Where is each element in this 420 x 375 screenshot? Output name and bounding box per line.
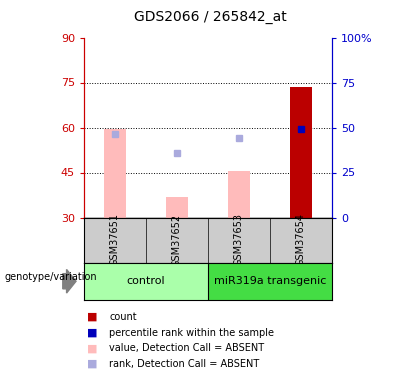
Text: rank, Detection Call = ABSENT: rank, Detection Call = ABSENT	[109, 359, 260, 369]
Text: ■: ■	[87, 344, 98, 353]
Text: ■: ■	[87, 328, 98, 338]
Bar	[228, 171, 250, 217]
Bar	[290, 87, 312, 218]
Text: GSM37651: GSM37651	[110, 213, 120, 267]
Bar	[84, 262, 208, 300]
Text: control: control	[127, 276, 165, 286]
Bar	[166, 196, 188, 217]
Text: count: count	[109, 312, 137, 322]
Text: GSM37654: GSM37654	[296, 213, 306, 267]
Text: GSM37652: GSM37652	[172, 213, 182, 267]
Text: percentile rank within the sample: percentile rank within the sample	[109, 328, 274, 338]
Bar	[208, 262, 332, 300]
Text: ■: ■	[87, 312, 98, 322]
Text: value, Detection Call = ABSENT: value, Detection Call = ABSENT	[109, 344, 264, 353]
FancyArrow shape	[63, 269, 76, 293]
Text: ■: ■	[87, 359, 98, 369]
Bar	[104, 129, 126, 218]
Text: GSM37653: GSM37653	[234, 213, 244, 267]
Text: miR319a transgenic: miR319a transgenic	[214, 276, 326, 286]
Text: genotype/variation: genotype/variation	[4, 273, 97, 282]
Text: GDS2066 / 265842_at: GDS2066 / 265842_at	[134, 10, 286, 24]
